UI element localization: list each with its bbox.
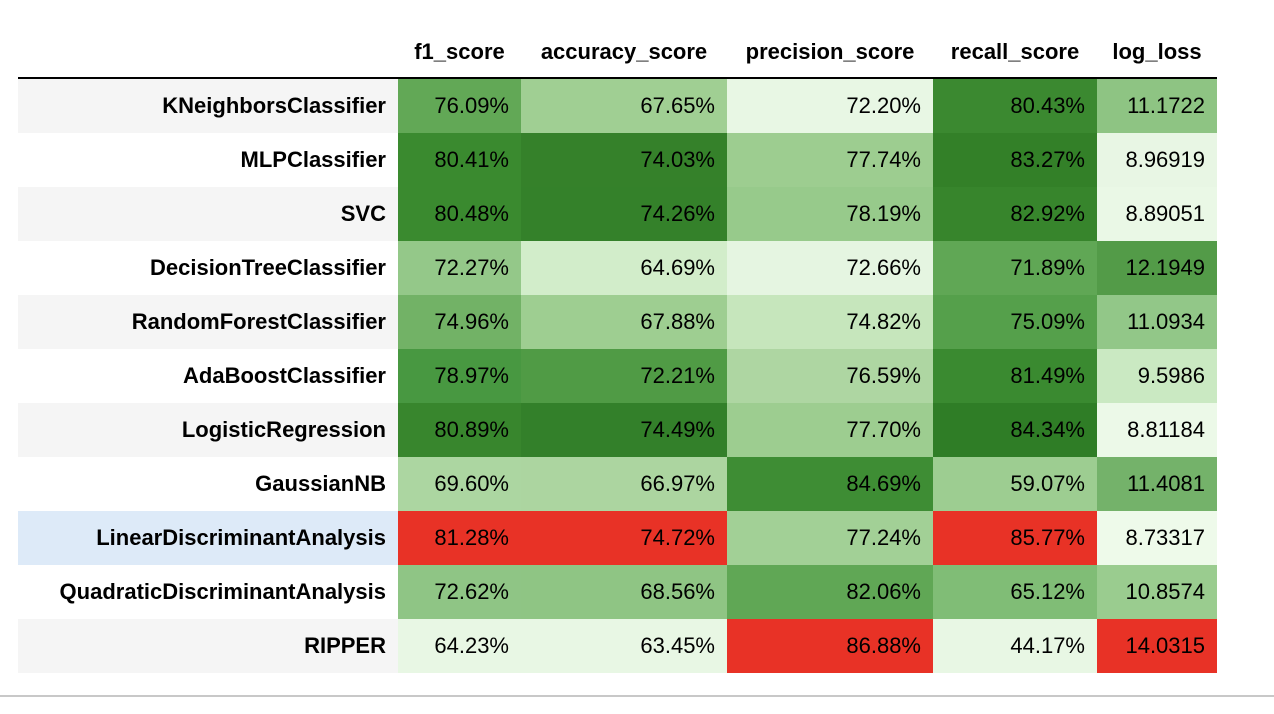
metric-cell: 72.27% <box>398 241 521 295</box>
metric-cell: 10.8574 <box>1097 565 1217 619</box>
column-header: accuracy_score <box>540 38 708 64</box>
metric-cell: 67.65% <box>521 78 727 133</box>
table-row: AdaBoostClassifier 78.97% 72.21% 76.59% 81.4… <box>18 349 1217 403</box>
table-row: RIPPER 64.23% 63.45% 86.88% 44.17% 14.0315 <box>18 619 1217 673</box>
table-row: MLPClassifier 80.41% 74.03% 77.74% 83.27% 8.9… <box>18 133 1217 187</box>
metric-cell: 74.03% <box>521 133 727 187</box>
metric-cell: 77.70% <box>727 403 933 457</box>
row-label: KNeighborsClassifier <box>18 78 398 133</box>
row-label: GaussianNB <box>18 457 398 511</box>
row-label: RIPPER <box>18 619 398 673</box>
metric-cell: 77.24% <box>727 511 933 565</box>
metric-cell: 67.88% <box>521 295 727 349</box>
metric-cell: 65.12% <box>933 565 1097 619</box>
metric-cell: 11.0934 <box>1097 295 1217 349</box>
table-row: DecisionTreeClassifier 72.27% 64.69% 72.66%… <box>18 241 1217 295</box>
metric-cell: 85.77% <box>933 511 1097 565</box>
table-row: LinearDiscriminantAnalysis 81.28% 74.72% 77… <box>18 511 1217 565</box>
column-header: precision_score <box>745 38 915 64</box>
metric-cell: 74.26% <box>521 187 727 241</box>
metric-cell: 74.96% <box>398 295 521 349</box>
metric-cell: 72.21% <box>521 349 727 403</box>
metric-cell: 75.09% <box>933 295 1097 349</box>
metric-cell: 80.48% <box>398 187 521 241</box>
row-label: RandomForestClassifier <box>18 295 398 349</box>
metric-cell: 78.97% <box>398 349 521 403</box>
metric-cell: 64.23% <box>398 619 521 673</box>
column-header: log_loss <box>1112 38 1202 64</box>
metric-cell: 80.43% <box>933 78 1097 133</box>
metric-cell: 78.19% <box>727 187 933 241</box>
metric-cell: 76.59% <box>727 349 933 403</box>
metric-cell: 12.1949 <box>1097 241 1217 295</box>
output-divider <box>0 695 1274 697</box>
corner-cell <box>18 26 398 78</box>
metric-cell: 82.92% <box>933 187 1097 241</box>
row-label: LogisticRegression <box>18 403 398 457</box>
row-label: DecisionTreeClassifier <box>18 241 398 295</box>
metric-cell: 80.89% <box>398 403 521 457</box>
metric-cell: 76.09% <box>398 78 521 133</box>
metric-cell: 11.4081 <box>1097 457 1217 511</box>
column-header: recall_score <box>950 38 1080 64</box>
table-row: RandomForestClassifier 74.96% 67.88% 74.82%… <box>18 295 1217 349</box>
row-label: MLPClassifier <box>18 133 398 187</box>
results-table: f1_score accuracy_score precision_score … <box>18 26 1217 673</box>
metric-cell: 59.07% <box>933 457 1097 511</box>
metric-cell: 8.81184 <box>1097 403 1217 457</box>
metric-cell: 69.60% <box>398 457 521 511</box>
metric-cell: 8.73317 <box>1097 511 1217 565</box>
header-row: f1_score accuracy_score precision_score … <box>18 26 1217 78</box>
metric-cell: 72.66% <box>727 241 933 295</box>
metric-cell: 81.28% <box>398 511 521 565</box>
metric-cell: 72.20% <box>727 78 933 133</box>
metric-cell: 64.69% <box>521 241 727 295</box>
metric-cell: 8.96919 <box>1097 133 1217 187</box>
metric-cell: 68.56% <box>521 565 727 619</box>
metric-cell: 71.89% <box>933 241 1097 295</box>
table-row: KNeighborsClassifier 76.09% 67.65% 72.20% 80… <box>18 78 1217 133</box>
metric-cell: 82.06% <box>727 565 933 619</box>
metric-cell: 81.49% <box>933 349 1097 403</box>
row-label: LinearDiscriminantAnalysis <box>18 511 398 565</box>
metric-cell: 14.0315 <box>1097 619 1217 673</box>
metric-cell: 74.72% <box>521 511 727 565</box>
metric-cell: 66.97% <box>521 457 727 511</box>
metric-cell: 84.34% <box>933 403 1097 457</box>
table-body: KNeighborsClassifier 76.09% 67.65% 72.20% 80… <box>18 78 1217 673</box>
metric-cell: 77.74% <box>727 133 933 187</box>
metric-cell: 72.62% <box>398 565 521 619</box>
row-label: QuadraticDiscriminantAnalysis <box>18 565 398 619</box>
metric-cell: 9.5986 <box>1097 349 1217 403</box>
table-row: SVC 80.48% 74.26% 78.19% 82.92% 8.89051 <box>18 187 1217 241</box>
metric-cell: 83.27% <box>933 133 1097 187</box>
column-header: f1_score <box>414 38 505 64</box>
metric-cell: 74.82% <box>727 295 933 349</box>
metric-cell: 63.45% <box>521 619 727 673</box>
metric-cell: 11.1722 <box>1097 78 1217 133</box>
metric-cell: 44.17% <box>933 619 1097 673</box>
row-label: SVC <box>18 187 398 241</box>
table-row: LogisticRegression 80.89% 74.49% 77.70% 84.3… <box>18 403 1217 457</box>
metric-cell: 84.69% <box>727 457 933 511</box>
metric-cell: 74.49% <box>521 403 727 457</box>
row-label: AdaBoostClassifier <box>18 349 398 403</box>
metric-cell: 86.88% <box>727 619 933 673</box>
table-row: GaussianNB 69.60% 66.97% 84.69% 59.07% 11.408… <box>18 457 1217 511</box>
table-row: QuadraticDiscriminantAnalysis 72.62% 68.56… <box>18 565 1217 619</box>
metric-cell: 8.89051 <box>1097 187 1217 241</box>
metric-cell: 80.41% <box>398 133 521 187</box>
